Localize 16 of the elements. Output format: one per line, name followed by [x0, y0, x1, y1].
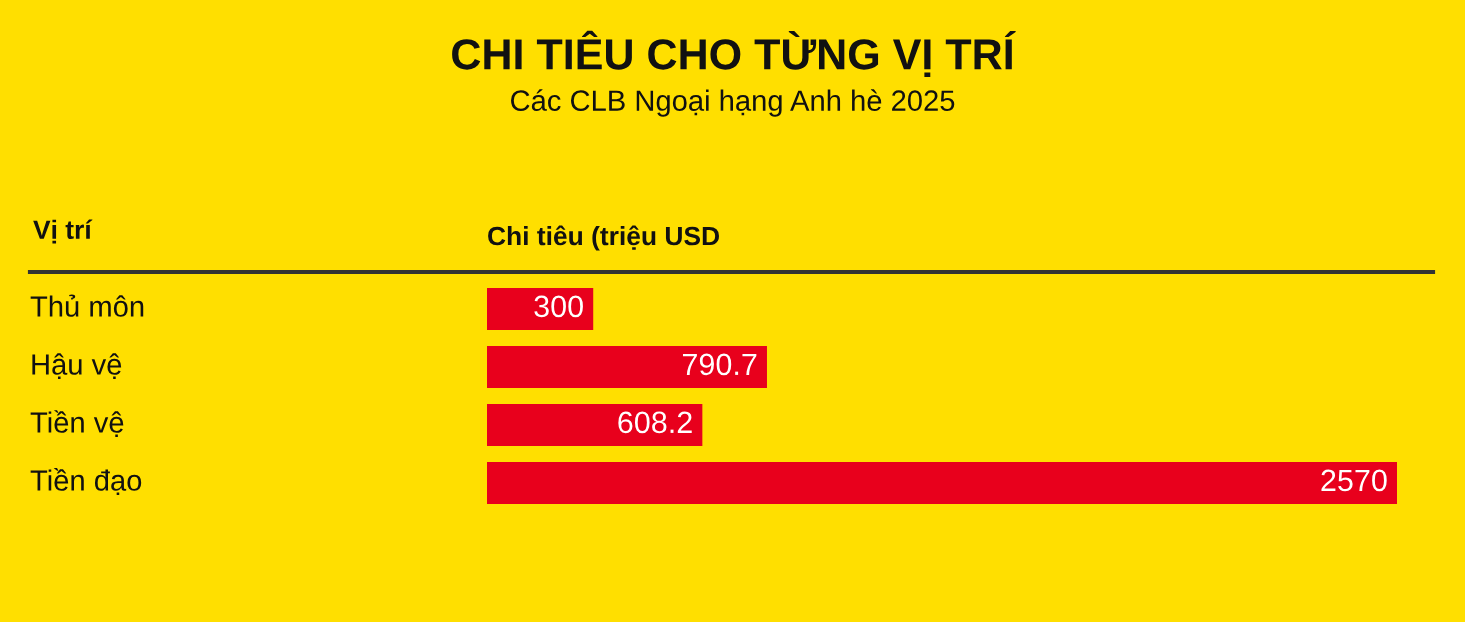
y-tick-label: Tiền đạo — [30, 468, 142, 495]
bar — [487, 404, 703, 446]
y-tick-label: Tiền vệ — [30, 410, 124, 437]
bar — [487, 346, 767, 388]
chart-subtitle: Các CLB Ngoại hạng Anh hè 2025 — [511, 89, 955, 117]
bar — [487, 462, 1397, 504]
data-label: 608.2 — [618, 411, 692, 434]
data-label: 790.7 — [682, 353, 757, 376]
data-label: 2570 — [1321, 469, 1387, 492]
data-label: 300 — [534, 295, 583, 318]
y-axis-title: Vị trí — [33, 219, 93, 244]
y-tick-label: Hậu vệ — [32, 353, 122, 379]
y-tick-label: Thủ môn — [30, 294, 144, 317]
x-axis-title: Chi tiêu (triệu USD — [488, 225, 719, 251]
bar — [487, 288, 594, 330]
chart-title: CHI TIÊU CHO TỪNG VỊ TRÍ — [452, 30, 1016, 77]
